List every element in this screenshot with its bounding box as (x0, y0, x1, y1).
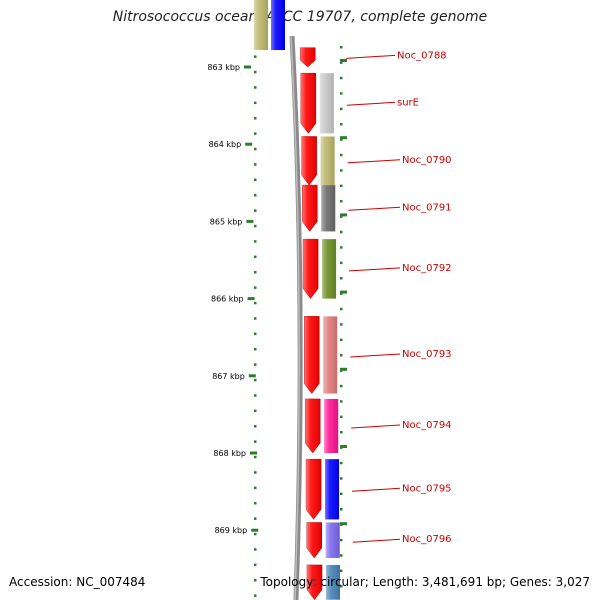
scale-tick-mark-right (340, 522, 347, 526)
scale-tick-label: 866 kbp (211, 295, 244, 304)
scale-tick-mark (248, 374, 256, 378)
gene-leader-line (350, 353, 401, 358)
scale-tick-label: 864 kbp (209, 140, 242, 149)
gene-leader-line (351, 424, 401, 429)
scale-tick-mark (244, 65, 251, 69)
scale-tick-mark (250, 451, 257, 455)
scale-tick-label: 865 kbp (210, 217, 243, 226)
gene-label: Noc_0788 (397, 50, 447, 61)
minor-tick-dots (254, 40, 343, 597)
scale-tick-mark (251, 528, 259, 532)
gene-leader-line (352, 487, 401, 492)
gene-label: Noc_0795 (402, 483, 452, 494)
scale-tick-mark (246, 219, 254, 223)
topology-text: Topology: circular; Length: 3,481,691 bp… (260, 575, 590, 589)
gene-leader-line (349, 267, 401, 272)
scale-tick-label: 868 kbp (213, 449, 246, 458)
scale-tick-mark-right (340, 59, 347, 62)
scale-tick-mark (245, 142, 253, 146)
gene-labels: Noc_0788 surE Noc_0790 Noc_0791 Noc_0792 Noc_… (346, 50, 452, 545)
scale-tick-mark-right (340, 136, 347, 140)
accession-text: Accession: NC_007484 (9, 575, 146, 589)
gene-leader-line (352, 538, 401, 543)
gene-leader-line (347, 159, 401, 164)
gene-leader-line (346, 54, 396, 59)
gene-label: Noc_0794 (402, 420, 452, 431)
scale-tick-label: 869 kbp (215, 526, 248, 535)
genome-backbone-highlight (290, 35, 300, 600)
gene-label: Noc_0796 (402, 534, 452, 545)
map-title: Nitrosococcus oceani ATCC 19707, complet… (112, 9, 488, 25)
scale-ticks: 863 kbp 864 kbp 865 kbp 866 kbp 867 kbp 868 k… (207, 59, 347, 535)
scale-tick-mark (247, 297, 255, 301)
gene-track (254, 0, 340, 600)
gene-label: Noc_0791 (402, 202, 452, 213)
scale-tick-mark-right (340, 213, 347, 217)
scale-tick-mark-right (340, 367, 347, 371)
gene-label: Noc_0792 (402, 263, 452, 274)
scale-tick-mark-right (340, 445, 347, 448)
scale-tick-label: 867 kbp (212, 372, 245, 381)
genome-backbone (289, 35, 303, 600)
gene-leader-line (348, 206, 401, 211)
scale-tick-label: 863 kbp (207, 63, 240, 72)
gene-label: Noc_0793 (402, 349, 452, 360)
gene-label: surE (397, 97, 419, 108)
scale-tick-mark-right (340, 290, 347, 294)
gene-leader-line (346, 101, 396, 106)
gene-label: Noc_0790 (402, 155, 452, 166)
